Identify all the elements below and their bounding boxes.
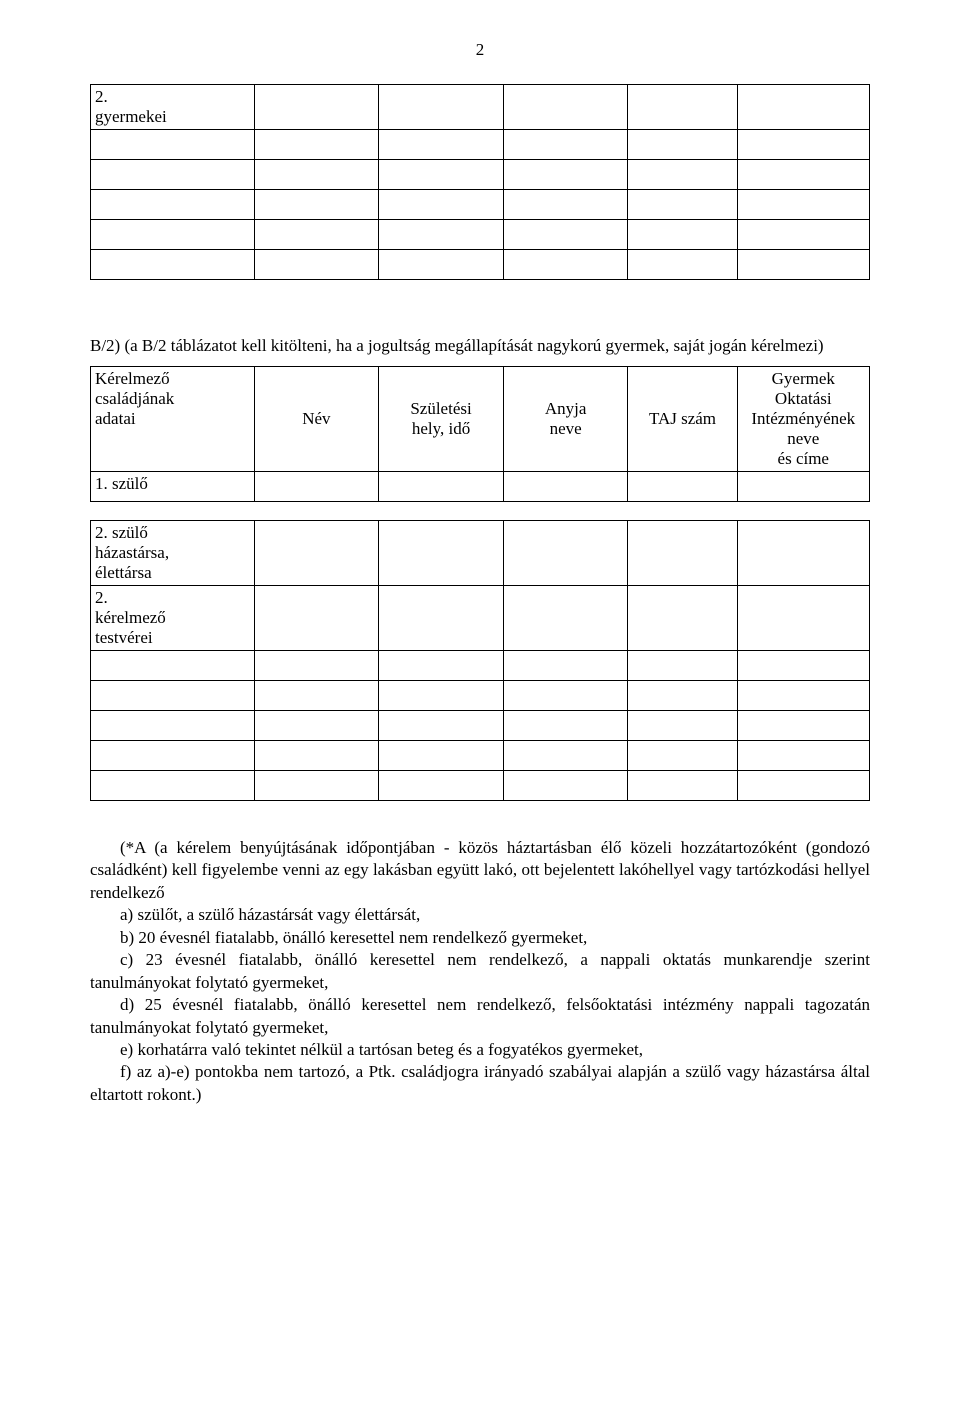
note-d: d) 25 évesnél fiatalabb, önálló keresett… xyxy=(90,994,870,1039)
cell-text: testvérei xyxy=(95,628,153,647)
table-b2-header: Kérelmező családjának adatai Név Születé… xyxy=(90,366,870,502)
page-number: 2 xyxy=(90,40,870,60)
table-row: 2. gyermekei xyxy=(91,85,870,130)
table-b2-body: 2. szülő házastársa, élettársa 2. kérelm… xyxy=(90,520,870,801)
header-col4: Anyja neve xyxy=(503,367,628,472)
note-e: e) korhatárra való tekintet nélkül a tar… xyxy=(90,1039,870,1061)
hdr-text: Kérelmező xyxy=(95,369,170,388)
table-gyermekei: 2. gyermekei xyxy=(90,84,870,280)
row-label-cell: 2. gyermekei xyxy=(91,85,255,130)
table-row: 2. szülő házastársa, élettársa xyxy=(91,521,870,586)
row-1-szulo: 1. szülő xyxy=(91,472,255,502)
table-row xyxy=(91,711,870,741)
hdr-text: és címe xyxy=(778,449,829,468)
table-row: 2. kérelmező testvérei xyxy=(91,586,870,651)
hdr-text: Gyermek Oktatási xyxy=(772,369,835,408)
table-row xyxy=(91,681,870,711)
note-block: (*A (a kérelem benyújtásának időpontjába… xyxy=(90,837,870,1106)
table-row xyxy=(91,741,870,771)
note-f: f) az a)-e) pontokba nem tartozó, a Ptk.… xyxy=(90,1061,870,1106)
note-a: a) szülőt, a szülő házastársát vagy élet… xyxy=(90,904,870,926)
cell-text: házastársa, xyxy=(95,543,169,562)
note-p0: (*A (a kérelem benyújtásának időpontjába… xyxy=(90,837,870,904)
row-2-kerelmezo-testverei: 2. kérelmező testvérei xyxy=(91,586,255,651)
cell-text: 2. szülő xyxy=(95,523,148,542)
table-row: Kérelmező családjának adatai Név Születé… xyxy=(91,367,870,472)
header-col6: Gyermek Oktatási Intézményének neve és c… xyxy=(737,367,869,472)
header-col5: TAJ szám xyxy=(628,367,737,472)
hdr-text: családjának xyxy=(95,389,174,408)
note-c: c) 23 évesnél fiatalabb, önálló keresett… xyxy=(90,949,870,994)
table-row xyxy=(91,190,870,220)
table-row xyxy=(91,220,870,250)
cell-text: élettársa xyxy=(95,563,152,582)
header-col1: Kérelmező családjának adatai xyxy=(91,367,255,472)
table-row xyxy=(91,160,870,190)
header-col2: Név xyxy=(254,367,379,472)
table-row xyxy=(91,651,870,681)
row-2-szulo-hazastarsa: 2. szülő házastársa, élettársa xyxy=(91,521,255,586)
table-row xyxy=(91,771,870,801)
hdr-text: neve xyxy=(550,419,582,438)
hdr-text: hely, idő xyxy=(412,419,470,438)
hdr-text: Születési xyxy=(410,399,471,418)
b2-intro: B/2) (a B/2 táblázatot kell kitölteni, h… xyxy=(90,336,870,356)
cell-text: kérelmező xyxy=(95,608,166,627)
header-col3: Születési hely, idő xyxy=(379,367,504,472)
hdr-text: adatai xyxy=(95,409,136,428)
table-row xyxy=(91,130,870,160)
hdr-text: Intézményének neve xyxy=(751,409,855,448)
note-b: b) 20 évesnél fiatalabb, önálló keresett… xyxy=(90,927,870,949)
hdr-text: Anyja xyxy=(545,399,587,418)
cell-text: 2. xyxy=(95,588,108,607)
table-row xyxy=(91,250,870,280)
table-row: 1. szülő xyxy=(91,472,870,502)
